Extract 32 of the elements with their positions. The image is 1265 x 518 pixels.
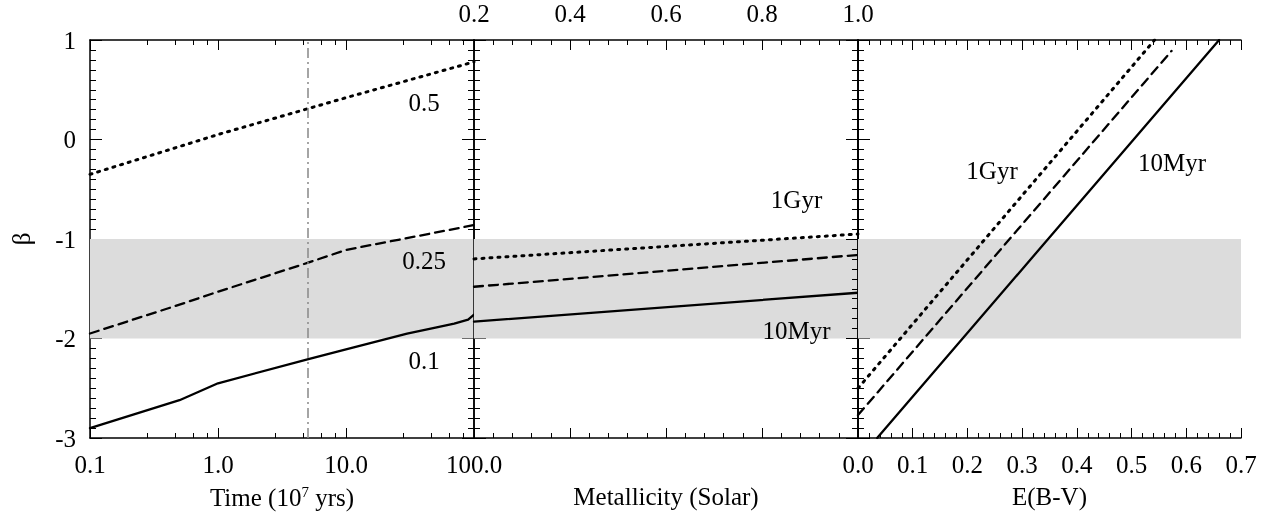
- y-tick-label: -3: [55, 424, 76, 452]
- x-tick-label: 0.4: [554, 0, 587, 27]
- x-tick-label: 0.1: [74, 451, 106, 478]
- annotation: 1Gyr: [770, 185, 823, 213]
- x-tick-label: 100.0: [445, 451, 503, 478]
- x-tick-label: 0.0: [842, 451, 874, 478]
- x-tick-label: 1.0: [202, 451, 234, 478]
- x-tick-label: 0.6: [1170, 451, 1202, 478]
- x-tick-label: 0.4: [1061, 451, 1093, 478]
- annotation: 10Myr: [1138, 148, 1207, 176]
- x-tick-label: 0.2: [458, 0, 490, 27]
- y-tick-label: -1: [55, 225, 76, 253]
- x-tick-label: 0.8: [746, 0, 778, 27]
- y-axis-title: β: [8, 232, 35, 246]
- y-tick-label: 1: [63, 26, 76, 54]
- annotation: 10Myr: [762, 316, 832, 344]
- x-tick-label: 0.5: [1115, 451, 1148, 478]
- x-tick-label: 0.2: [951, 451, 984, 478]
- annotation: 0.5: [408, 88, 440, 116]
- x-tick-label: 0.1: [897, 451, 929, 478]
- annotation: 0.1: [408, 347, 440, 375]
- y-tick-label: 0: [63, 126, 76, 153]
- y-tick-label: -2: [55, 325, 76, 352]
- x-tick-label: 10.0: [324, 451, 368, 478]
- x-axis-title: Metallicity (Solar): [573, 483, 759, 511]
- x-tick-label: 0.6: [650, 0, 682, 27]
- x-axis-title: E(B-V): [1012, 483, 1087, 511]
- x-tick-label: 0.7: [1225, 451, 1257, 478]
- x-tick-label: 0.3: [1006, 451, 1038, 478]
- annotation: 1Gyr: [966, 156, 1019, 184]
- x-tick-label: 1.0: [842, 0, 874, 27]
- annotation: 0.25: [402, 247, 446, 275]
